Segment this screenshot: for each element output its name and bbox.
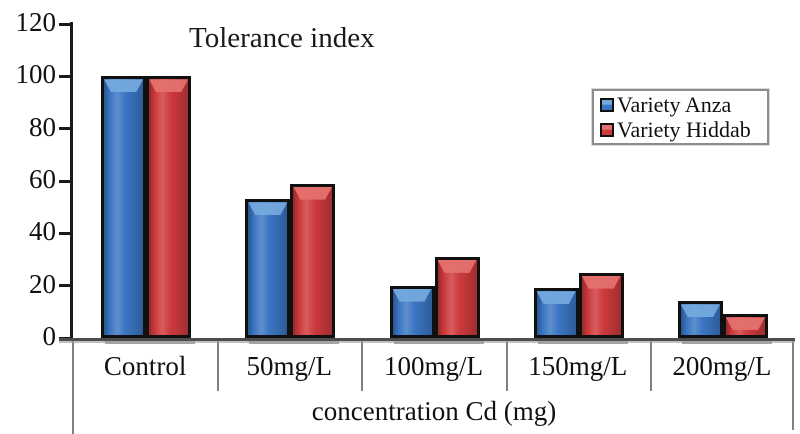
x-category-label-50mg/l: 50mg/L	[246, 351, 333, 381]
bar-variety-hiddab-50mg/l	[290, 183, 336, 338]
y-tick-label-20: 20	[29, 268, 56, 299]
bar-pair-shadow-100mg/L	[393, 338, 484, 344]
category-separator-3	[505, 340, 508, 391]
bar-variety-anza-200mg/l	[677, 301, 723, 338]
y-tick-60	[59, 179, 71, 183]
bar-pair-shadow-200mg/L	[681, 338, 772, 344]
y-tick-label-60: 60	[29, 164, 56, 194]
bar-pair-shadow-Control	[105, 338, 196, 344]
bar-variety-anza-control	[101, 76, 147, 338]
y-tick-120	[59, 22, 71, 26]
x-category-label-150mg/l: 150mg/L	[528, 351, 628, 381]
y-tick-label-120: 120	[15, 7, 57, 37]
legend-marker-hiddab-icon	[600, 122, 614, 137]
bar-pair-shadow-150mg/L	[537, 338, 628, 344]
y-tick-80	[59, 127, 71, 131]
x-category-label-100mg/l: 100mg/L	[383, 351, 483, 381]
frame-right-border	[792, 340, 794, 430]
frame-left-border	[72, 340, 74, 434]
x-axis-title: concentration Cd (mg)	[311, 396, 557, 426]
y-tick-100	[59, 74, 71, 78]
legend: Variety Anza Variety Hiddab	[591, 88, 770, 146]
bar-pair-shadow-50mg/L	[249, 338, 340, 344]
category-separator-2	[361, 340, 364, 391]
bar-variety-anza-150mg/l	[533, 288, 579, 338]
x-axis-baseline	[59, 338, 795, 341]
legend-marker-anza-icon	[600, 97, 614, 112]
legend-label-anza: Variety Anza	[617, 91, 732, 117]
legend-label-hiddab: Variety Hiddab	[617, 116, 751, 142]
category-separator-4	[649, 340, 652, 391]
x-category-label-200mg/l: 200mg/L	[672, 351, 772, 381]
y-tick-label-0: 0	[42, 321, 57, 351]
bar-variety-hiddab-100mg/l	[434, 256, 480, 338]
category-separator-1	[217, 340, 220, 391]
x-category-label-control: Control	[103, 351, 187, 381]
y-tick-40	[59, 231, 71, 235]
bar-variety-anza-50mg/l	[245, 199, 291, 338]
bar-variety-anza-100mg/l	[389, 285, 435, 338]
y-tick-label-80: 80	[29, 111, 56, 142]
bar-variety-hiddab-200mg/l	[722, 314, 768, 338]
y-axis-line	[70, 22, 73, 340]
y-tick-label-40: 40	[29, 216, 56, 247]
y-tick-20	[59, 284, 71, 288]
legend-item-variety-hiddab: Variety Hiddab	[600, 116, 761, 142]
bar-variety-hiddab-150mg/l	[578, 272, 624, 338]
chart-title: Tolerance index	[189, 22, 375, 54]
y-tick-label-100: 100	[15, 59, 57, 90]
bar-variety-hiddab-control	[146, 76, 192, 338]
legend-item-variety-anza: Variety Anza	[600, 91, 761, 117]
